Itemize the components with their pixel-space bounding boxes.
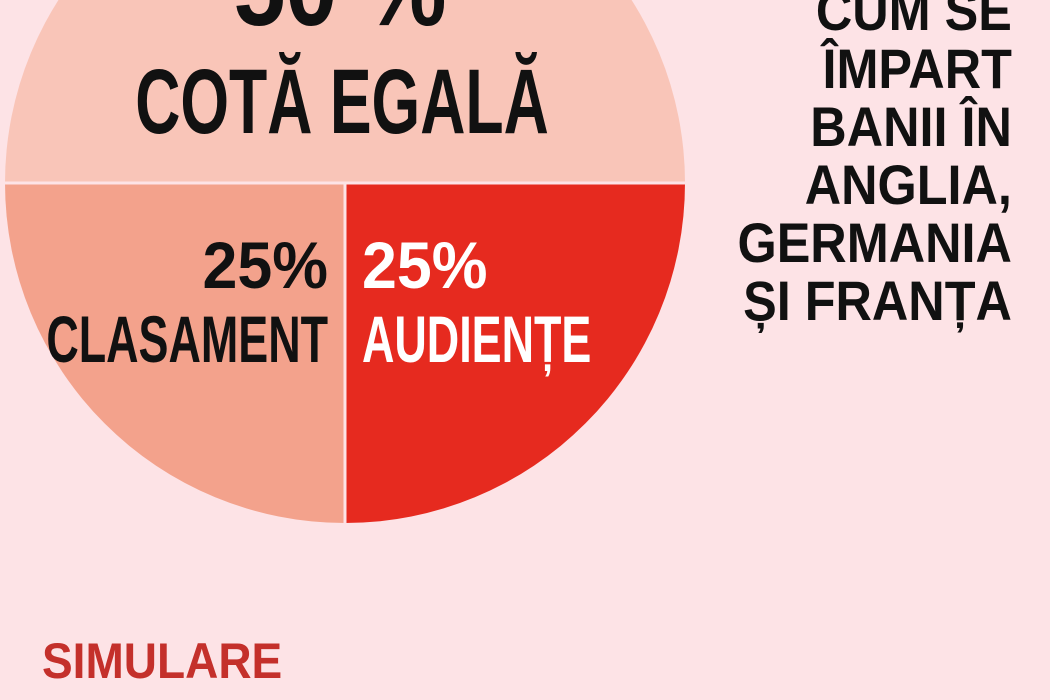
pie-slice-cota-egala	[5, 0, 685, 183]
slice-category-label: CLASAMENT	[46, 302, 328, 376]
slice-value-label: 25%	[203, 229, 328, 303]
side-title-line: CUM SE	[815, 0, 1012, 42]
side-title-line: GERMANIA	[737, 211, 1012, 274]
side-title-line: ȘI FRANȚA	[743, 269, 1012, 332]
side-title-line: ÎMPART	[822, 37, 1012, 100]
simulation-label: SIMULARE	[42, 633, 283, 689]
side-title: CUM SE ÎMPART BANII ÎN ANGLIA, GERMANIA …	[738, 0, 1012, 330]
side-title-line: BANII ÎN	[810, 95, 1012, 158]
slice-category-label: COTĂ EGALĂ	[135, 50, 549, 153]
slice-value-label: 50 %	[233, 0, 446, 49]
slice-value-label: 25%	[362, 229, 487, 303]
side-title-line: ANGLIA,	[804, 153, 1012, 216]
slice-category-label: AUDIENȚE	[362, 302, 591, 377]
